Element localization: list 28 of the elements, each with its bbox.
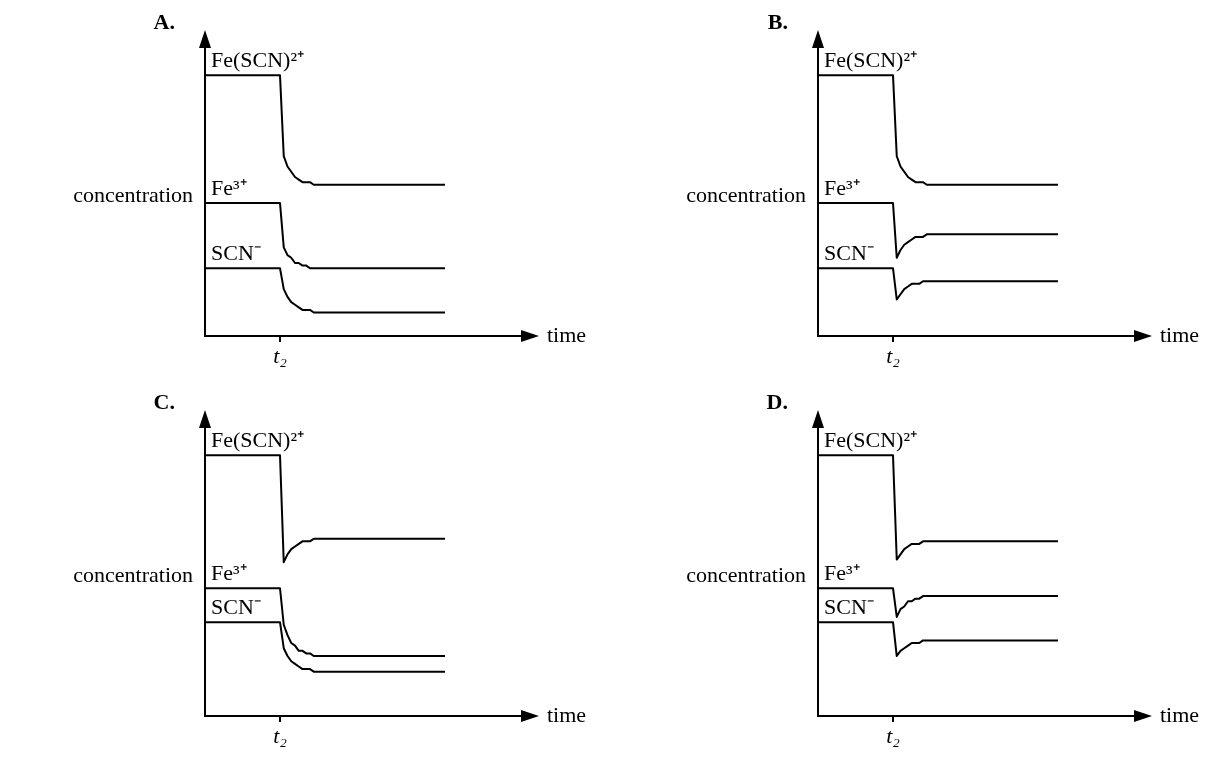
x-axis-title: time [547, 321, 587, 347]
y-axis-title: concentration [686, 561, 806, 587]
text: t₂ [273, 722, 288, 748]
legend-label: Fe(SCN)²⁺ [211, 47, 305, 73]
series-label: SCN⁻ [211, 240, 261, 265]
text: t₂ [273, 342, 288, 368]
series-label: Fe³⁺ [824, 560, 860, 586]
chart-title: B. [767, 8, 788, 34]
y-axis-title: concentration [73, 181, 193, 207]
text: t₂ [886, 722, 901, 748]
series-label: SCN⁻ [824, 240, 874, 265]
series-label: Fe³⁺ [211, 560, 247, 586]
series-label: Fe³⁺ [824, 174, 860, 200]
y-axis-title: concentration [686, 181, 806, 207]
x-axis-title: time [1160, 701, 1200, 727]
legend-label: Fe(SCN)²⁺ [211, 427, 305, 453]
legend-label: Fe(SCN)²⁺ [824, 427, 918, 453]
series-label: SCN⁻ [824, 593, 874, 619]
y-axis-title: concentration [73, 561, 193, 587]
chart-title: A. [153, 8, 175, 34]
legend-label: Fe(SCN)²⁺ [824, 47, 918, 73]
chart-title: D. [766, 388, 788, 414]
x-axis-title: time [547, 701, 587, 727]
series-label: SCN⁻ [211, 593, 261, 619]
series-label: Fe³⁺ [211, 174, 247, 200]
x-axis-title: time [1160, 321, 1200, 347]
text: t₂ [886, 342, 901, 368]
chart-title: C. [153, 388, 175, 414]
